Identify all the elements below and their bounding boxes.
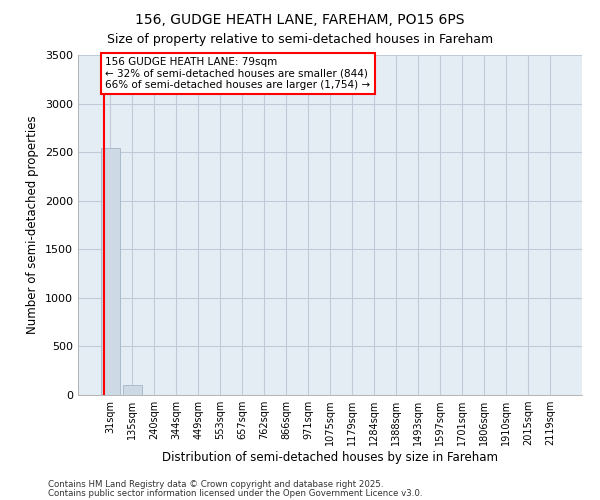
Bar bbox=[101, 148, 119, 395]
Bar bbox=[123, 386, 142, 395]
Text: Size of property relative to semi-detached houses in Fareham: Size of property relative to semi-detach… bbox=[107, 32, 493, 46]
Text: Contains public sector information licensed under the Open Government Licence v3: Contains public sector information licen… bbox=[48, 490, 422, 498]
Y-axis label: Number of semi-detached properties: Number of semi-detached properties bbox=[26, 116, 40, 334]
X-axis label: Distribution of semi-detached houses by size in Fareham: Distribution of semi-detached houses by … bbox=[162, 451, 498, 464]
Text: Contains HM Land Registry data © Crown copyright and database right 2025.: Contains HM Land Registry data © Crown c… bbox=[48, 480, 383, 489]
Text: 156, GUDGE HEATH LANE, FAREHAM, PO15 6PS: 156, GUDGE HEATH LANE, FAREHAM, PO15 6PS bbox=[135, 12, 465, 26]
Text: 156 GUDGE HEATH LANE: 79sqm
← 32% of semi-detached houses are smaller (844)
66% : 156 GUDGE HEATH LANE: 79sqm ← 32% of sem… bbox=[106, 57, 370, 90]
